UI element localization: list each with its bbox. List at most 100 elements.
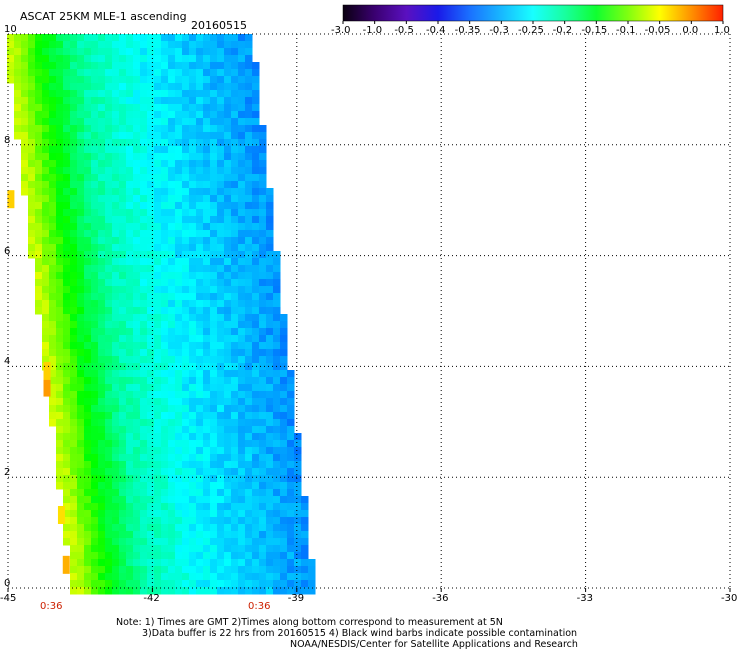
swath-cell [252,125,260,133]
swath-cell [196,258,204,266]
swath-cell [147,566,155,574]
swath-cell [98,300,106,308]
swath-cell [168,223,176,231]
swath-cell [126,41,134,49]
swath-cell [119,335,127,343]
swath-cell [175,356,183,364]
swath-cell [196,328,204,336]
swath-cell [203,489,211,497]
swath-cell [91,146,99,154]
swath-cell [175,349,183,357]
swath-cell [84,426,92,434]
swath-cell [98,230,106,238]
swath-cell [168,300,176,308]
swath-cell [245,279,253,287]
swath-cell [84,132,92,140]
swath-cell [98,188,106,196]
swath-cell [98,454,106,462]
swath-cell [245,573,253,581]
swath-cell [245,321,253,329]
swath-cell [189,391,197,399]
swath-cell [112,230,120,238]
swath-cell [63,181,71,189]
swath-cell [182,223,190,231]
swath-cell [147,62,155,70]
swath-cell [70,419,78,427]
swath-cell [147,531,155,539]
swath-cell [56,90,64,98]
swath-cell [231,160,239,168]
swath-cell [245,314,253,322]
swath-cell [168,405,176,413]
swath-cell [231,517,239,525]
swath-cell [154,496,162,504]
swath-cell [112,90,120,98]
swath-cell [105,181,113,189]
swath-cell [266,237,274,245]
swath-cell [273,419,281,427]
swath-cell [280,419,288,427]
swath-cell [35,286,43,294]
swath-cell [119,237,127,245]
swath-cell [140,454,148,462]
swath-cell [182,104,190,112]
swath-cell [154,146,162,154]
swath-cell [252,244,260,252]
swath-cell [294,503,302,511]
swath-cell [273,552,281,560]
swath-cell [168,202,176,210]
swath-cell [196,321,204,329]
swath-cell [35,111,43,119]
y-tick-label: 10 [4,24,17,35]
swath-cell [112,454,120,462]
swath-cell [105,538,113,546]
swath-cell [147,475,155,483]
swath-cell [119,419,127,427]
swath-cell [84,468,92,476]
swath-cell [112,62,120,70]
swath-cell [245,188,253,196]
swath-cell [154,41,162,49]
swath-cell [231,321,239,329]
swath-cell [182,384,190,392]
swath-cell [49,293,57,301]
swath-cell [231,559,239,567]
swath-cell [35,216,43,224]
swath-cell [252,391,260,399]
swath-cell [42,132,50,140]
swath-cell [238,188,246,196]
swath-cell [203,167,211,175]
swath-cell [49,76,57,84]
swath-cell [112,566,120,574]
swath-cell [259,489,267,497]
swath-cell [252,251,260,259]
swath-cell [98,496,106,504]
swath-cell [266,503,274,511]
swath-cell [224,314,232,322]
swath-cell [245,510,253,518]
swath-cell [70,146,78,154]
swath-cell [147,237,155,245]
swath-cell [252,580,260,588]
swath-cell [273,279,281,287]
swath-cell [231,216,239,224]
swath-cell [42,69,50,77]
swath-cell [77,475,85,483]
swath-cell [161,412,169,420]
swath-cell [112,209,120,217]
swath-cell [133,244,141,252]
swath-cell [182,587,190,595]
swath-cell [154,48,162,56]
swath-cell [154,314,162,322]
swath-cell [140,412,148,420]
swath-cell [175,503,183,511]
swath-cell [273,293,281,301]
swath-cell [182,139,190,147]
swath-cell [252,146,260,154]
swath-cell [77,412,85,420]
swath-cell [133,153,141,161]
swath-cell [210,48,218,56]
swath-cell [245,419,253,427]
swath-cell [140,475,148,483]
swath-cell [196,496,204,504]
